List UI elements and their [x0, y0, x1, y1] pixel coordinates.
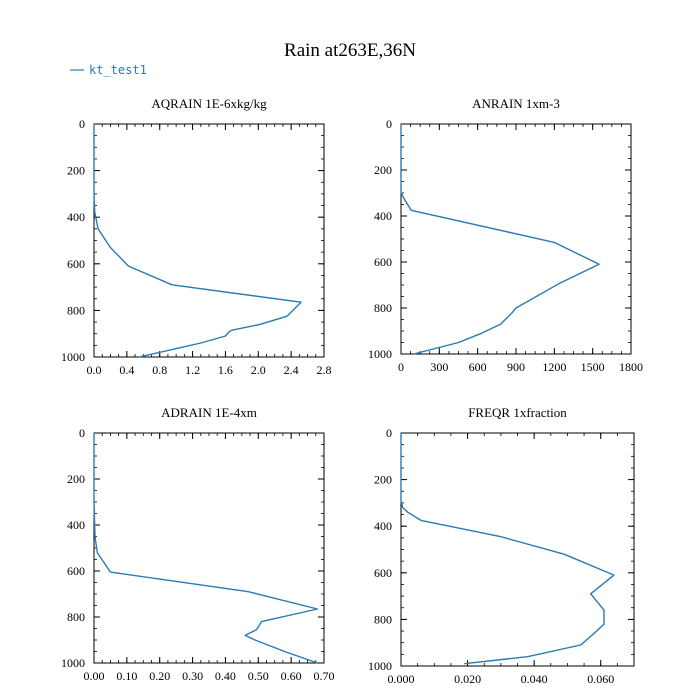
- panel-1: AQRAIN 1E-6xkg/kg 0.0 0.4 0.8 1.2 1.6 2.0 2.4 2.…: [61, 96, 332, 377]
- x-tick-label: 1500: [581, 360, 605, 374]
- panel-title: ANRAIN 1xm-3: [472, 96, 560, 111]
- y-tick-label: 800: [374, 612, 392, 626]
- plot-frame: [93, 432, 325, 664]
- x-tick-label: 0.10: [116, 669, 137, 683]
- panel-3: ADRAIN 1E-4xm 0.00 0.10 0.20 0.30 0.40 0.50 0.6…: [61, 405, 335, 683]
- y-tick-label: 0: [79, 426, 85, 440]
- y-tick-label: 400: [67, 518, 85, 532]
- x-tick-label: 0.020: [454, 672, 481, 686]
- y-tick-label: 1000: [368, 347, 392, 361]
- x-tick-label: 0.20: [149, 669, 170, 683]
- x-tick-label: 0.040: [521, 672, 548, 686]
- x-tick-label: 0.0: [87, 363, 102, 377]
- panel-title: FREQR 1xfraction: [468, 405, 567, 420]
- y-tick-label: 800: [374, 301, 392, 315]
- y-tick-label: 600: [374, 566, 392, 580]
- y-tick-label: 600: [67, 257, 85, 271]
- x-tick-label: 0.40: [215, 669, 236, 683]
- x-tick-label: 600: [469, 360, 487, 374]
- y-tick-label: 600: [374, 255, 392, 269]
- y-tick-label: 400: [67, 210, 85, 224]
- x-tick-label: 0.00: [84, 669, 105, 683]
- x-tick-label: 2.4: [284, 363, 299, 377]
- x-tick-label: 2.8: [317, 363, 332, 377]
- panel-title: AQRAIN 1E-6xkg/kg: [151, 96, 267, 111]
- plot-frame: [400, 432, 635, 667]
- x-tick-label: 0.000: [388, 672, 415, 686]
- y-tick-label: 0: [79, 117, 85, 131]
- y-tick-label: 800: [67, 303, 85, 317]
- x-tick-label: 0.30: [182, 669, 203, 683]
- panel-title: ADRAIN 1E-4xm: [161, 405, 257, 420]
- x-tick-label: 1.2: [185, 363, 200, 377]
- y-tick-label: 400: [374, 209, 392, 223]
- x-tick-label: 1.6: [218, 363, 233, 377]
- y-tick-label: 200: [374, 473, 392, 487]
- x-tick-label: 0.060: [587, 672, 614, 686]
- y-tick-label: 200: [374, 163, 392, 177]
- x-tick-label: 0: [398, 360, 404, 374]
- figure-title: Rain at263E,36N: [284, 40, 416, 61]
- y-tick-label: 400: [374, 519, 392, 533]
- y-tick-label: 0: [386, 117, 392, 131]
- y-tick-label: 200: [67, 164, 85, 178]
- series-line: [400, 124, 600, 355]
- x-tick-label: 300: [430, 360, 448, 374]
- x-tick-label: 0.60: [281, 669, 302, 683]
- plot-frame: [93, 123, 325, 358]
- y-tick-label: 800: [67, 610, 85, 624]
- y-tick-label: 1000: [61, 350, 85, 364]
- panel-4: FREQR 1xfraction 0.000 0.020 0.040 0.060 0 200…: [368, 405, 635, 686]
- legend-label: kt_test1: [89, 63, 147, 77]
- x-tick-label: 1800: [619, 360, 643, 374]
- x-tick-label: 0.8: [152, 363, 167, 377]
- y-tick-label: 1000: [368, 659, 392, 673]
- series-line: [400, 433, 615, 665]
- x-tick-label: 0.4: [119, 363, 134, 377]
- x-tick-label: 900: [507, 360, 525, 374]
- series-line: [93, 433, 319, 664]
- x-tick-label: 0.50: [248, 669, 269, 683]
- panel-2: ANRAIN 1xm-3 0 300 600 900 1200 1500 1800 0 200 40…: [368, 96, 643, 374]
- x-tick-label: 0.70: [314, 669, 335, 683]
- series-line: [93, 124, 302, 358]
- y-tick-label: 200: [67, 472, 85, 486]
- panels: AQRAIN 1E-6xkg/kg 0.0 0.4 0.8 1.2 1.6 2.0 2.4 2.…: [61, 96, 643, 686]
- y-tick-label: 0: [386, 426, 392, 440]
- legend: kt_test1: [70, 63, 147, 77]
- x-tick-label: 2.0: [251, 363, 266, 377]
- y-tick-label: 600: [67, 564, 85, 578]
- y-tick-label: 1000: [61, 656, 85, 670]
- x-tick-label: 1200: [542, 360, 566, 374]
- plot-frame: [400, 123, 632, 355]
